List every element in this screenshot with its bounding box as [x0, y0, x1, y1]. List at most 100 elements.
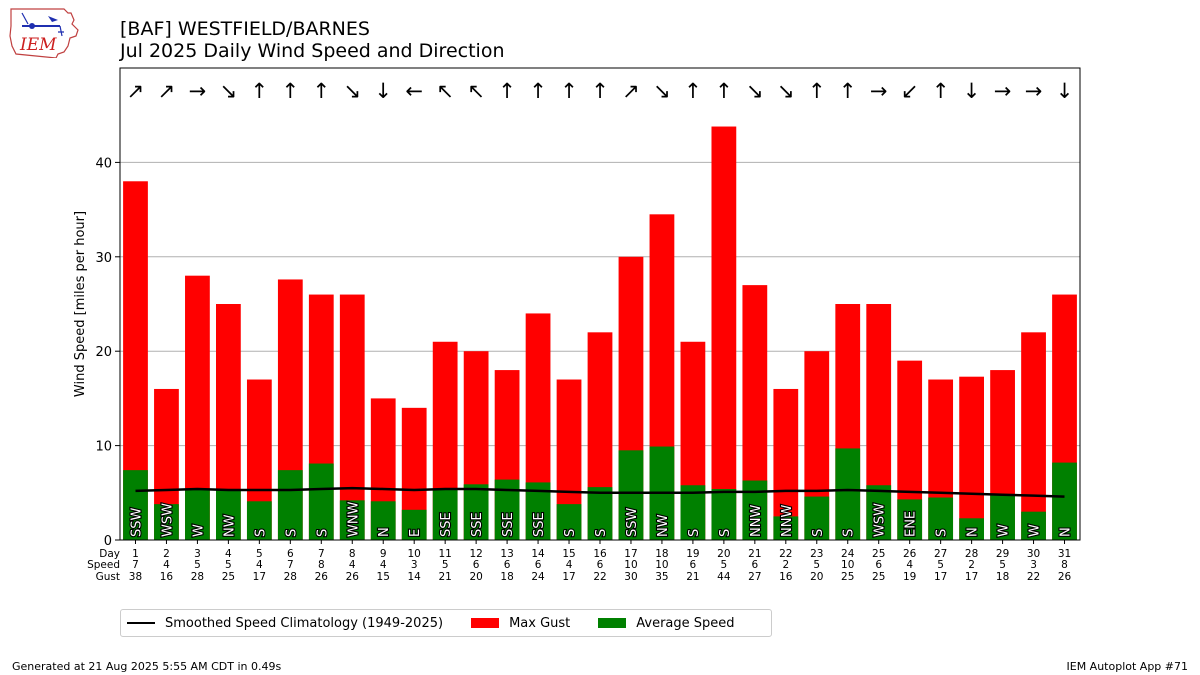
y-tick-label: 10	[95, 440, 112, 455]
average-bar	[680, 485, 706, 540]
x-tick-label: 26	[1058, 571, 1072, 583]
wind-direction-arrow: ↙	[901, 79, 919, 103]
x-tick-label: 2	[968, 559, 975, 571]
wind-direction-arrow: ↑	[591, 79, 609, 103]
wind-direction-arrow: ↑	[839, 79, 857, 103]
wind-direction-arrow: ↑	[808, 79, 826, 103]
footer-generated: Generated at 21 Aug 2025 5:55 AM CDT in …	[12, 660, 282, 673]
direction-label: N	[1059, 527, 1074, 537]
direction-label: W	[191, 524, 206, 537]
x-tick-label: 4	[225, 548, 232, 560]
x-tick-label: 5	[999, 559, 1006, 571]
x-tick-label: 10	[624, 559, 637, 571]
x-tick-label: 31	[1058, 548, 1071, 560]
x-tick-label: 21	[748, 548, 761, 560]
x-tick-label: 30	[624, 571, 637, 583]
x-tick-label: 28	[191, 571, 204, 583]
y-axis-label: Wind Speed [miles per hour]	[73, 211, 88, 397]
wind-direction-arrow: ↑	[932, 79, 950, 103]
gust-bar	[711, 126, 737, 540]
x-tick-label: 4	[349, 559, 356, 571]
x-tick-label: 6	[504, 559, 511, 571]
x-tick-label: 7	[318, 548, 325, 560]
x-tick-label: 28	[965, 548, 978, 560]
wind-direction-arrow: →	[994, 79, 1012, 103]
wind-direction-arrow: ↗	[622, 79, 640, 103]
x-tick-label: 22	[593, 571, 606, 583]
chart-subtitle: Jul 2025 Daily Wind Speed and Direction	[120, 40, 505, 62]
x-row-label: Speed	[87, 559, 120, 571]
x-row-label: Gust	[96, 571, 120, 583]
average-bar	[897, 499, 923, 540]
x-tick-label: 30	[1027, 548, 1040, 560]
wind-direction-arrow: ↓	[1056, 79, 1074, 103]
average-bar	[185, 489, 210, 540]
wind-direction-arrow: ↘	[220, 79, 238, 103]
x-tick-label: 6	[473, 559, 480, 571]
x-tick-label: 35	[655, 571, 668, 583]
x-tick-label: 26	[903, 548, 917, 560]
x-tick-label: 18	[996, 571, 1009, 583]
wind-direction-arrow: ↘	[653, 79, 671, 103]
direction-label: WSW	[873, 503, 888, 537]
chart-title: [BAF] WESTFIELD/BARNES	[120, 18, 370, 40]
x-tick-label: 1	[132, 548, 139, 560]
direction-label: N	[377, 527, 392, 537]
wind-direction-arrow: →	[1025, 79, 1043, 103]
x-tick-label: 38	[129, 571, 142, 583]
gust-bar	[959, 376, 984, 540]
direction-label: S	[842, 529, 857, 537]
direction-label: SSE	[470, 512, 485, 537]
legend-item-climatology: Smoothed Speed Climatology (1949-2025)	[127, 616, 443, 631]
wind-direction-arrow: ↑	[282, 79, 300, 103]
average-bar	[804, 496, 830, 540]
average-bar	[587, 487, 613, 540]
x-tick-label: 17	[562, 571, 575, 583]
average-bar	[216, 489, 241, 540]
x-tick-label: 5	[721, 559, 728, 571]
x-tick-label: 7	[132, 559, 139, 571]
x-tick-label: 25	[222, 571, 235, 583]
x-tick-label: 10	[655, 559, 668, 571]
x-tick-label: 19	[903, 571, 916, 583]
direction-label: S	[687, 529, 702, 537]
x-tick-label: 7	[287, 559, 294, 571]
average-bar	[959, 518, 984, 540]
x-tick-label: 16	[593, 548, 607, 560]
x-tick-label: 19	[686, 548, 699, 560]
x-tick-label: 4	[906, 559, 913, 571]
wind-direction-arrow: ↘	[777, 79, 795, 103]
wind-direction-arrow: ↓	[374, 79, 392, 103]
x-tick-label: 10	[841, 559, 854, 571]
x-tick-label: 18	[500, 571, 513, 583]
x-tick-label: 18	[655, 548, 668, 560]
direction-label: W	[997, 524, 1012, 537]
x-tick-label: 6	[875, 559, 882, 571]
average-bar	[432, 489, 458, 540]
wind-direction-arrow: ↖	[436, 79, 454, 103]
x-tick-label: 6	[535, 559, 542, 571]
x-tick-label: 25	[841, 571, 854, 583]
direction-label: S	[315, 529, 330, 537]
wind-direction-arrow: →	[189, 79, 207, 103]
x-tick-label: 22	[1027, 571, 1040, 583]
average-bar	[246, 501, 272, 540]
x-tick-label: 4	[566, 559, 573, 571]
x-tick-label: 16	[160, 571, 174, 583]
legend-label-climatology: Smoothed Speed Climatology (1949-2025)	[165, 615, 444, 631]
direction-label: WSW	[160, 503, 175, 537]
x-tick-label: 27	[748, 571, 761, 583]
gust-bar	[1021, 332, 1046, 540]
x-tick-label: 3	[194, 548, 201, 560]
x-tick-label: 17	[253, 571, 266, 583]
x-tick-label: 27	[934, 548, 947, 560]
x-tick-label: 20	[717, 548, 730, 560]
average-bar	[1021, 511, 1046, 540]
x-tick-label: 5	[442, 559, 449, 571]
x-tick-label: 25	[872, 548, 885, 560]
x-tick-label: 5	[813, 559, 820, 571]
x-tick-label: 8	[349, 548, 356, 560]
x-tick-label: 6	[597, 559, 604, 571]
wind-direction-arrow: ↗	[127, 79, 145, 103]
x-tick-label: 6	[751, 559, 758, 571]
